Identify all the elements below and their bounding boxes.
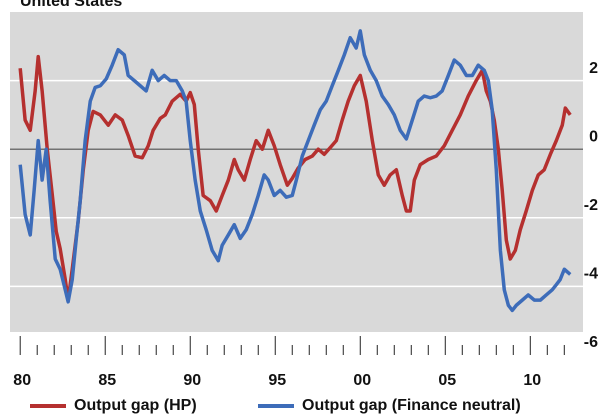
- y-tick-label: -4: [584, 266, 598, 283]
- y-tick-label: -2: [584, 197, 598, 214]
- x-tick-label: 90: [183, 372, 201, 389]
- chart-title: United States: [20, 0, 122, 10]
- legend-label: Output gap (HP): [74, 397, 197, 414]
- x-tick-label: 00: [353, 372, 371, 389]
- legend-label: Output gap (Finance neutral): [302, 397, 521, 414]
- y-tick-label: 2: [589, 60, 598, 77]
- x-tick-label: 10: [523, 372, 541, 389]
- y-tick-label: 0: [589, 128, 598, 145]
- x-tick-label: 85: [98, 372, 116, 389]
- x-tick-label: 95: [268, 372, 286, 389]
- y-tick-label: -6: [584, 334, 598, 351]
- series-line: [18, 29, 572, 313]
- x-tick-label: 80: [13, 372, 31, 389]
- x-tick-label: 05: [438, 372, 456, 389]
